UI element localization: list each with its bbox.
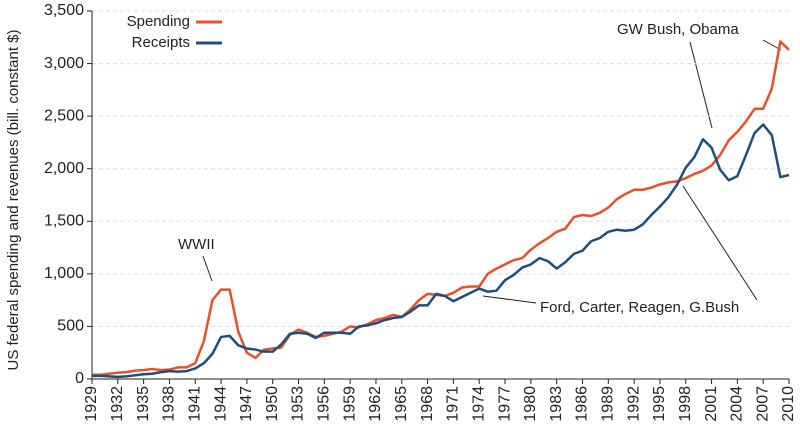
x-tick-label: 1974: [470, 386, 487, 422]
x-tick-label: 1935: [135, 386, 152, 422]
x-tick-label: 1941: [186, 386, 203, 422]
annotation: WWII: [178, 236, 215, 253]
x-tick-label: 1947: [238, 386, 255, 422]
x-tick-label: 1959: [341, 386, 358, 422]
x-tick-label: 1995: [651, 386, 668, 422]
annotation-line: [682, 185, 758, 301]
x-tick-label: 1962: [367, 386, 384, 422]
x-tick-label: 1989: [600, 386, 617, 422]
x-tick-label: 2001: [703, 386, 720, 422]
annotation: Ford, Carter, Reagen, G.Bush: [540, 299, 739, 316]
annotation-line: [482, 295, 537, 304]
y-tick-label: 1,000: [44, 265, 84, 282]
x-tick-label: 1968: [419, 386, 436, 422]
y-tick-label: 0: [75, 370, 84, 387]
x-tick-label: 1932: [109, 386, 126, 422]
y-tick-label: 2,500: [44, 107, 84, 124]
x-tick-label: 1983: [548, 386, 565, 422]
x-tick-label: 1986: [574, 386, 591, 422]
x-tick-label: 1956: [316, 386, 333, 422]
y-tick-label: 3,000: [44, 55, 84, 72]
x-tick-label: 1953: [290, 386, 307, 422]
x-tick-label: 1965: [393, 386, 410, 422]
x-tick-label: 1971: [445, 386, 462, 422]
x-tick-label: 2004: [729, 386, 746, 422]
x-tick-label: 1977: [496, 386, 513, 422]
x-tick-label: 1929: [83, 386, 100, 422]
x-tick-label: 1944: [212, 386, 229, 422]
annotation-lines: [202, 39, 782, 304]
annotation: GW Bush, Obama: [617, 21, 739, 38]
y-tick-label: 500: [57, 318, 84, 335]
y-axis-label: US federal spending and revenues (bill. …: [5, 29, 22, 370]
line-series: [92, 40, 790, 377]
line-series: [92, 123, 790, 379]
y-tick-label: 1,500: [44, 213, 84, 230]
x-tick-label: 1980: [522, 386, 539, 422]
x-tick-label: 2010: [780, 386, 797, 422]
x-tick-label: 2007: [754, 386, 771, 422]
y-tick-label: 3,500: [44, 2, 84, 19]
annotation-line: [202, 255, 213, 282]
x-tick-label: 1992: [625, 386, 642, 422]
legend-label: Spending: [127, 13, 190, 30]
legend-label: Receipts: [132, 34, 190, 51]
y-tick-label: 2,000: [44, 160, 84, 177]
x-tick-label: 1950: [264, 386, 281, 422]
x-tick-label: 1938: [161, 386, 178, 422]
x-tick-label: 1998: [677, 386, 694, 422]
annotation-line: [689, 41, 713, 129]
